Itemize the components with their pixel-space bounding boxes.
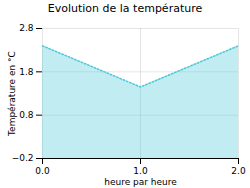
svg-text:1.0: 1.0 bbox=[133, 166, 148, 176]
svg-text:0.0: 0.0 bbox=[35, 166, 50, 176]
svg-text:2.8: 2.8 bbox=[19, 23, 34, 33]
svg-text:1.8: 1.8 bbox=[19, 67, 34, 77]
svg-text:2.0: 2.0 bbox=[231, 166, 246, 176]
svg-text:Température en °C: Température en °C bbox=[7, 51, 17, 137]
svg-text:−0.2: −0.2 bbox=[12, 153, 34, 163]
svg-text:0.8: 0.8 bbox=[19, 110, 34, 120]
svg-text:heure par heure: heure par heure bbox=[104, 177, 177, 187]
html-text:Evolution de la température: Evolution de la température bbox=[47, 2, 203, 15]
